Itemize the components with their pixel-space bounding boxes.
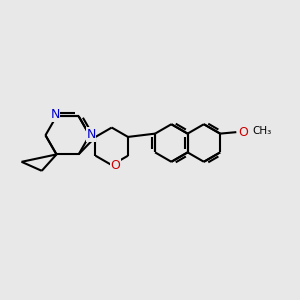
- Text: CH₃: CH₃: [253, 126, 272, 136]
- Text: N: N: [50, 108, 60, 121]
- Text: O: O: [238, 126, 248, 139]
- Text: N: N: [86, 128, 96, 141]
- Text: N: N: [86, 127, 96, 140]
- Text: O: O: [110, 159, 120, 172]
